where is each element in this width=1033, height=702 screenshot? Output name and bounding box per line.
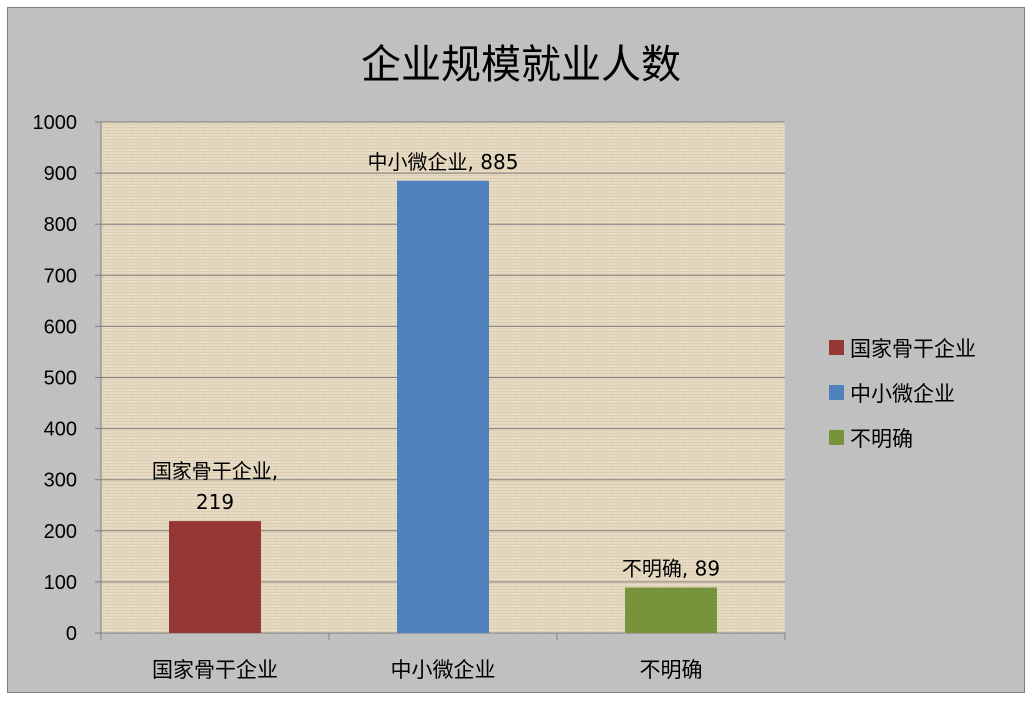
legend-swatch bbox=[829, 385, 844, 400]
y-tick-label: 600 bbox=[44, 316, 77, 338]
y-tick-label: 900 bbox=[44, 163, 77, 185]
y-tick-label: 1000 bbox=[33, 112, 78, 134]
x-axis-category-labels: 国家骨干企业 中小微企业 不明确 bbox=[152, 658, 703, 682]
data-label: 219 bbox=[196, 490, 234, 514]
data-labels: 国家骨干企业, 219 中小微企业, 885 不明确, 89 bbox=[152, 150, 720, 581]
y-tick-label: 300 bbox=[44, 470, 77, 492]
y-tick-label: 500 bbox=[44, 368, 77, 390]
chart-title: 企业规模就业人数 bbox=[361, 42, 681, 88]
data-label: 国家骨干企业, bbox=[152, 459, 278, 483]
legend-label: 不明确 bbox=[850, 427, 913, 451]
y-tick-label: 0 bbox=[66, 623, 77, 645]
y-tick-label: 800 bbox=[44, 214, 77, 236]
y-tick-label: 200 bbox=[44, 521, 77, 543]
bar bbox=[625, 587, 717, 633]
bar bbox=[169, 521, 261, 633]
data-label: 不明确, 89 bbox=[622, 557, 720, 581]
y-tick-label: 400 bbox=[44, 419, 77, 441]
data-label: 中小微企业, 885 bbox=[368, 150, 519, 174]
legend-label: 中小微企业 bbox=[850, 382, 955, 406]
legend-swatch bbox=[829, 340, 844, 355]
x-tick-label: 不明确 bbox=[640, 658, 703, 682]
legend-swatch bbox=[829, 430, 844, 445]
y-tick-label: 700 bbox=[44, 265, 77, 287]
bars bbox=[169, 180, 717, 633]
x-tick-label: 国家骨干企业 bbox=[152, 658, 278, 682]
legend-label: 国家骨干企业 bbox=[850, 337, 976, 361]
x-tick-label: 中小微企业 bbox=[391, 658, 496, 682]
bar bbox=[397, 180, 489, 633]
y-axis-tick-labels: 0 100 200 300 400 500 600 700 800 900 1000 bbox=[33, 112, 78, 645]
y-tick-label: 100 bbox=[44, 572, 77, 594]
